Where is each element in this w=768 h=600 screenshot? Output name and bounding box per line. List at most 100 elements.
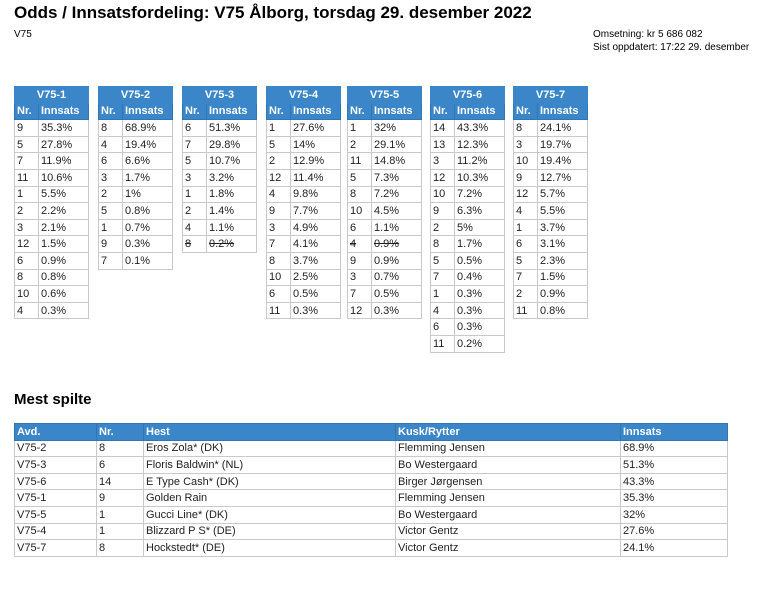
table-row: 9 0.9% — [347, 251, 422, 270]
table-row: 4 5.5% — [513, 202, 588, 220]
col-header-innsats: Innsats — [206, 102, 257, 121]
table-row: 6 0.5% — [266, 285, 341, 303]
bet-share: 35.3% — [38, 119, 89, 137]
horse-number: 10 — [14, 285, 39, 303]
cell-kusk: Victor Gentz — [395, 522, 621, 541]
bet-share: 2.5% — [290, 268, 341, 287]
horse-number: 6 — [14, 251, 39, 270]
table-header-row: Avd. Nr. Hest Kusk/Rytter Innsats — [14, 423, 728, 441]
horse-number: 12 — [513, 185, 538, 204]
cell-avd: V75-3 — [14, 456, 97, 474]
table-row: 5 10.7% — [182, 152, 257, 170]
table-row: 10 2.5% — [266, 268, 341, 287]
race-table-6: V75-6 Nr. Innsats 14 43.3% 13 12.3% 3 11.2% 12 10.… — [430, 86, 505, 353]
horse-number: 4 — [182, 218, 207, 237]
bet-share: 0.8% — [38, 268, 89, 287]
horse-number: 8 — [266, 251, 291, 270]
bet-share: 5.5% — [537, 202, 588, 220]
race-header-row: Nr. Innsats — [182, 102, 257, 121]
table-row: 2 1% — [98, 185, 173, 204]
table-row: 5 7.3% — [347, 168, 422, 187]
horse-number: 6 — [98, 152, 123, 170]
col-header-innsats: Innsats — [38, 102, 89, 121]
horse-number: 8 — [14, 268, 39, 287]
race-table-2: V75-2 Nr. Innsats 8 68.9% 4 19.4% 6 6.6% 3 1.7% 2 1%… — [98, 86, 173, 270]
race-title: V75-3 — [182, 86, 257, 104]
bet-share: 24.1% — [537, 119, 588, 137]
horse-number: 12 — [14, 235, 39, 253]
table-row: 8 24.1% — [513, 119, 588, 137]
cell-avd: V75-7 — [14, 539, 97, 557]
cell-innsats: 51.3% — [620, 456, 728, 474]
table-row: 3 1.7% — [98, 168, 173, 187]
table-row: 2 29.1% — [347, 135, 422, 154]
table-row: 5 0.8% — [98, 202, 173, 220]
cell-kusk: Bo Westergaard — [395, 505, 621, 524]
cell-nr: 9 — [96, 489, 144, 507]
table-row: 9 35.3% — [14, 119, 89, 137]
table-row: 9 6.3% — [430, 202, 505, 220]
table-row: 11 0.2% — [430, 334, 505, 353]
horse-number: 11 — [14, 168, 39, 187]
table-row: 3 4.9% — [266, 218, 341, 237]
bet-share: 7.7% — [290, 202, 341, 220]
table-row: 1 0.7% — [98, 218, 173, 237]
table-row: 4 0.3% — [430, 301, 505, 320]
horse-number: 7 — [347, 285, 372, 303]
bet-share: 4.1% — [290, 235, 341, 253]
horse-number: 6 — [266, 285, 291, 303]
horse-number: 8 — [347, 185, 372, 204]
bet-share: 0.2% — [454, 334, 505, 353]
horse-number: 3 — [98, 168, 123, 187]
horse-number: 3 — [430, 152, 455, 170]
bet-share: 6.3% — [454, 202, 505, 220]
horse-number: 1 — [513, 218, 538, 237]
table-row: 6 51.3% — [182, 119, 257, 137]
cell-avd: V75-5 — [14, 505, 97, 524]
table-row: 7 29.8% — [182, 135, 257, 154]
table-row: 4 0.3% — [14, 301, 89, 320]
bet-share: 12.3% — [454, 135, 505, 154]
horse-number: 10 — [430, 185, 455, 204]
horse-number: 8 — [182, 235, 207, 253]
cell-nr: 8 — [96, 439, 144, 458]
horse-number: 9 — [513, 168, 538, 187]
horse-number: 2 — [182, 202, 207, 220]
bet-share: 12.9% — [290, 152, 341, 170]
bet-share: 0.3% — [454, 285, 505, 303]
bet-share: 68.9% — [122, 119, 173, 137]
bet-share: 0.3% — [38, 301, 89, 320]
race-title-row: V75-2 — [98, 86, 173, 104]
horse-number: 10 — [513, 152, 538, 170]
table-row: 8 3.7% — [266, 251, 341, 270]
cell-kusk: Birger Jørgensen — [395, 472, 621, 491]
table-row: 9 7.7% — [266, 202, 341, 220]
col-header-nr: Nr. — [513, 102, 538, 121]
horse-number: 9 — [430, 202, 455, 220]
horse-number: 12 — [347, 301, 372, 320]
horse-number: 10 — [266, 268, 291, 287]
race-title-row: V75-3 — [182, 86, 257, 104]
table-row: 4 1.1% — [182, 218, 257, 237]
race-table-4: V75-4 Nr. Innsats 1 27.6% 5 14% 2 12.9% 12 11.4% 4 9… — [266, 86, 341, 320]
bet-share: 0.1% — [122, 251, 173, 270]
race-table-5: V75-5 Nr. Innsats 1 32% 2 29.1% 11 14.8% 5 7.3% 8 7.… — [347, 86, 422, 320]
bet-share: 19.7% — [537, 135, 588, 154]
cell-hest: Hockstedt* (DE) — [143, 539, 396, 557]
bet-share: 1.5% — [38, 235, 89, 253]
table-row: 14 43.3% — [430, 119, 505, 137]
cell-hest: Gucci Line* (DK) — [143, 505, 396, 524]
bet-share: 1.5% — [537, 268, 588, 287]
col-header-avd: Avd. — [14, 423, 97, 441]
race-table-1: V75-1 Nr. Innsats 9 35.3% 5 27.8% 7 11.9% 11 10.6%… — [14, 86, 89, 320]
table-row: 12 1.5% — [14, 235, 89, 253]
table-row: 5 14% — [266, 135, 341, 154]
table-row: 2 5% — [430, 218, 505, 237]
bet-share: 27.6% — [290, 119, 341, 137]
bet-share: 19.4% — [537, 152, 588, 170]
race-title: V75-6 — [430, 86, 505, 104]
horse-number: 3 — [347, 268, 372, 287]
cell-hest: Golden Rain — [143, 489, 396, 507]
horse-number: 14 — [430, 119, 455, 137]
horse-number: 2 — [513, 285, 538, 303]
